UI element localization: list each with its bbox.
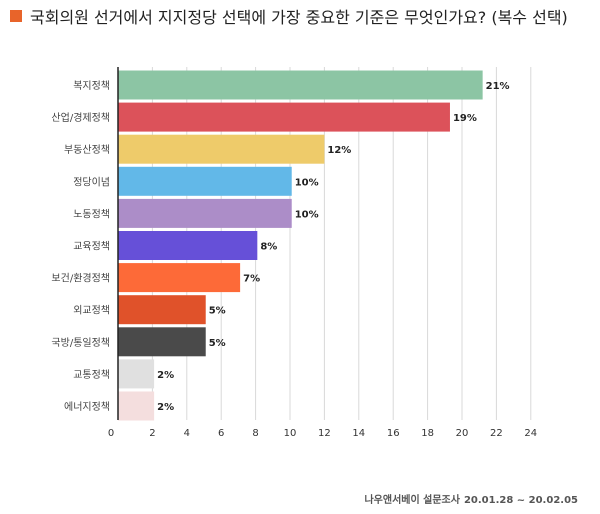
chart-title-row: 국회의원 선거에서 지지정당 선택에 가장 중요한 기준은 무엇인가요? (복수… (10, 4, 568, 28)
bar (118, 391, 155, 421)
x-tick-label: 10 (284, 428, 297, 439)
value-label: 5% (209, 338, 226, 349)
bar (118, 102, 450, 132)
value-label: 19% (453, 113, 477, 124)
survey-dates: 20.01.28 ~ 20.02.05 (463, 495, 578, 506)
value-label: 10% (295, 177, 319, 188)
value-labels: 21% 19% 12% 10% 10% 8% 7% 5% 5% 2% 2% (157, 81, 509, 413)
bar (118, 134, 325, 164)
x-tick-label: 14 (352, 428, 365, 439)
value-label: 7% (243, 274, 260, 285)
x-tick-label: 20 (456, 428, 469, 439)
x-tick-labels: 0 2 4 6 8 10 12 14 16 18 20 22 24 (108, 428, 537, 439)
category-label: 부동산정책 (64, 144, 110, 156)
bar (118, 70, 483, 100)
value-label: 2% (157, 402, 174, 413)
bar (118, 263, 241, 293)
x-tick-label: 8 (252, 428, 258, 439)
x-tick-label: 22 (490, 428, 503, 439)
category-label: 정당이념 (73, 176, 110, 188)
value-label: 21% (486, 81, 510, 92)
bar (118, 231, 258, 260)
bars (118, 70, 483, 421)
value-label: 8% (260, 242, 277, 253)
value-label: 2% (157, 370, 174, 381)
x-tick-label: 12 (318, 428, 331, 439)
x-tick-label: 24 (524, 428, 537, 439)
category-label: 교육정책 (73, 241, 110, 253)
source-footer: 나우앤서베이 설문조사 20.01.28 ~ 20.02.05 (364, 491, 578, 506)
bar (118, 198, 292, 228)
bar (118, 327, 206, 357)
value-label: 12% (327, 145, 351, 156)
x-tick-label: 16 (387, 428, 400, 439)
category-labels: 복지정책산업/경제정책부동산정책정당이념노동정책교육정책보건/환경정책외교정책국… (51, 80, 110, 413)
category-label: 국방/통일정책 (51, 337, 110, 349)
x-tick-label: 18 (421, 428, 434, 439)
value-label: 5% (209, 306, 226, 317)
category-label: 에너지정책 (64, 401, 110, 413)
x-tick-label: 0 (108, 428, 114, 439)
x-tick-label: 6 (218, 428, 224, 439)
category-label: 보건/환경정책 (51, 272, 110, 285)
title-marker-square (10, 10, 22, 22)
category-label: 산업/경제정책 (51, 111, 110, 124)
category-label: 노동정책 (73, 208, 110, 220)
x-tick-label: 4 (184, 428, 190, 439)
category-label: 외교정책 (73, 305, 110, 317)
bar (118, 166, 292, 196)
x-tick-label: 2 (149, 428, 155, 439)
bar (118, 359, 155, 389)
category-label: 교통정책 (73, 369, 110, 381)
chart-title: 국회의원 선거에서 지지정당 선택에 가장 중요한 기준은 무엇인가요? (복수… (30, 8, 568, 27)
bar (118, 295, 206, 325)
category-label: 복지정책 (73, 80, 110, 92)
value-label: 10% (295, 209, 319, 220)
source-label: 나우앤서베이 설문조사 (364, 495, 460, 506)
